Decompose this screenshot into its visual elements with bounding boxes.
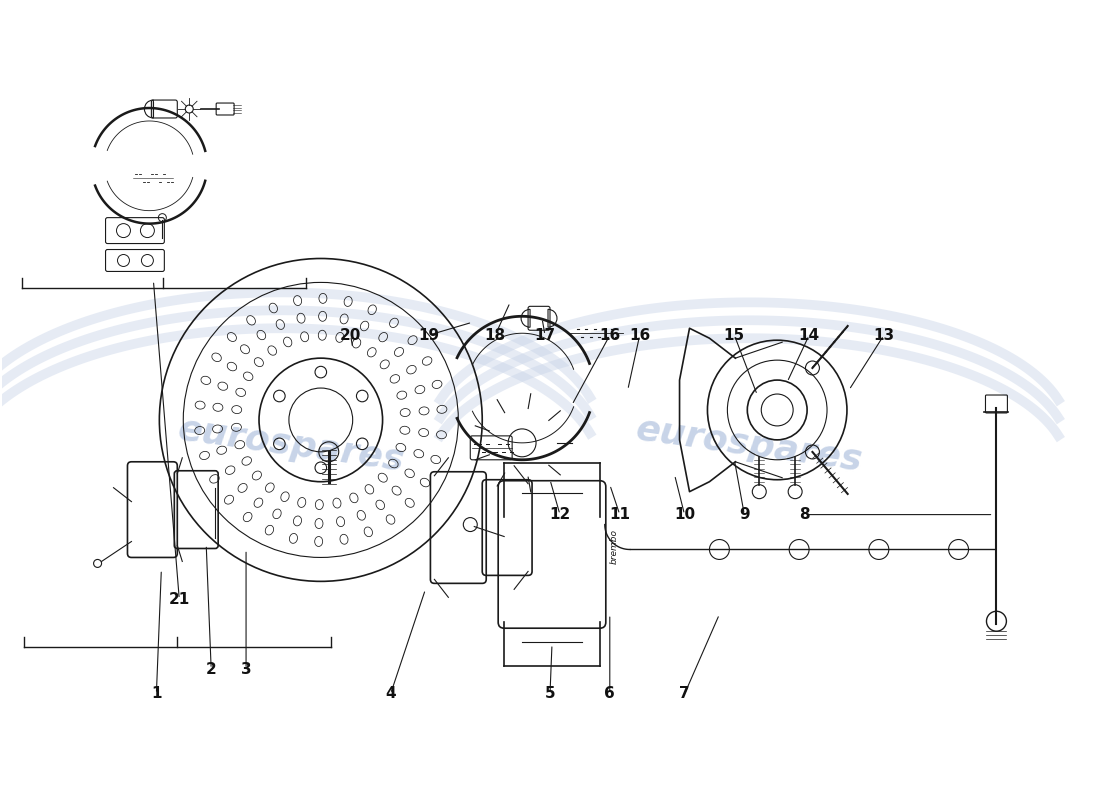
Text: 12: 12: [549, 507, 571, 522]
Text: 8: 8: [799, 507, 810, 522]
Text: 19: 19: [418, 328, 439, 342]
Text: 2: 2: [206, 662, 217, 677]
Text: 15: 15: [724, 328, 745, 342]
Text: eurospares: eurospares: [175, 412, 407, 478]
Text: 1: 1: [151, 686, 162, 702]
Text: 9: 9: [739, 507, 749, 522]
Text: brembo: brembo: [609, 529, 618, 564]
Text: 18: 18: [485, 328, 506, 342]
Text: 7: 7: [679, 686, 690, 702]
Text: 4: 4: [385, 686, 396, 702]
Text: 6: 6: [604, 686, 615, 702]
Text: 3: 3: [241, 662, 252, 677]
Text: 21: 21: [168, 592, 190, 607]
Text: 17: 17: [535, 328, 556, 342]
Text: 16: 16: [629, 328, 650, 342]
Text: 16: 16: [600, 328, 620, 342]
Text: 13: 13: [873, 328, 894, 342]
Text: 11: 11: [609, 507, 630, 522]
Text: 10: 10: [674, 507, 695, 522]
Text: 14: 14: [799, 328, 820, 342]
Text: eurospares: eurospares: [634, 412, 865, 478]
Text: 5: 5: [544, 686, 556, 702]
Text: 20: 20: [340, 328, 362, 342]
